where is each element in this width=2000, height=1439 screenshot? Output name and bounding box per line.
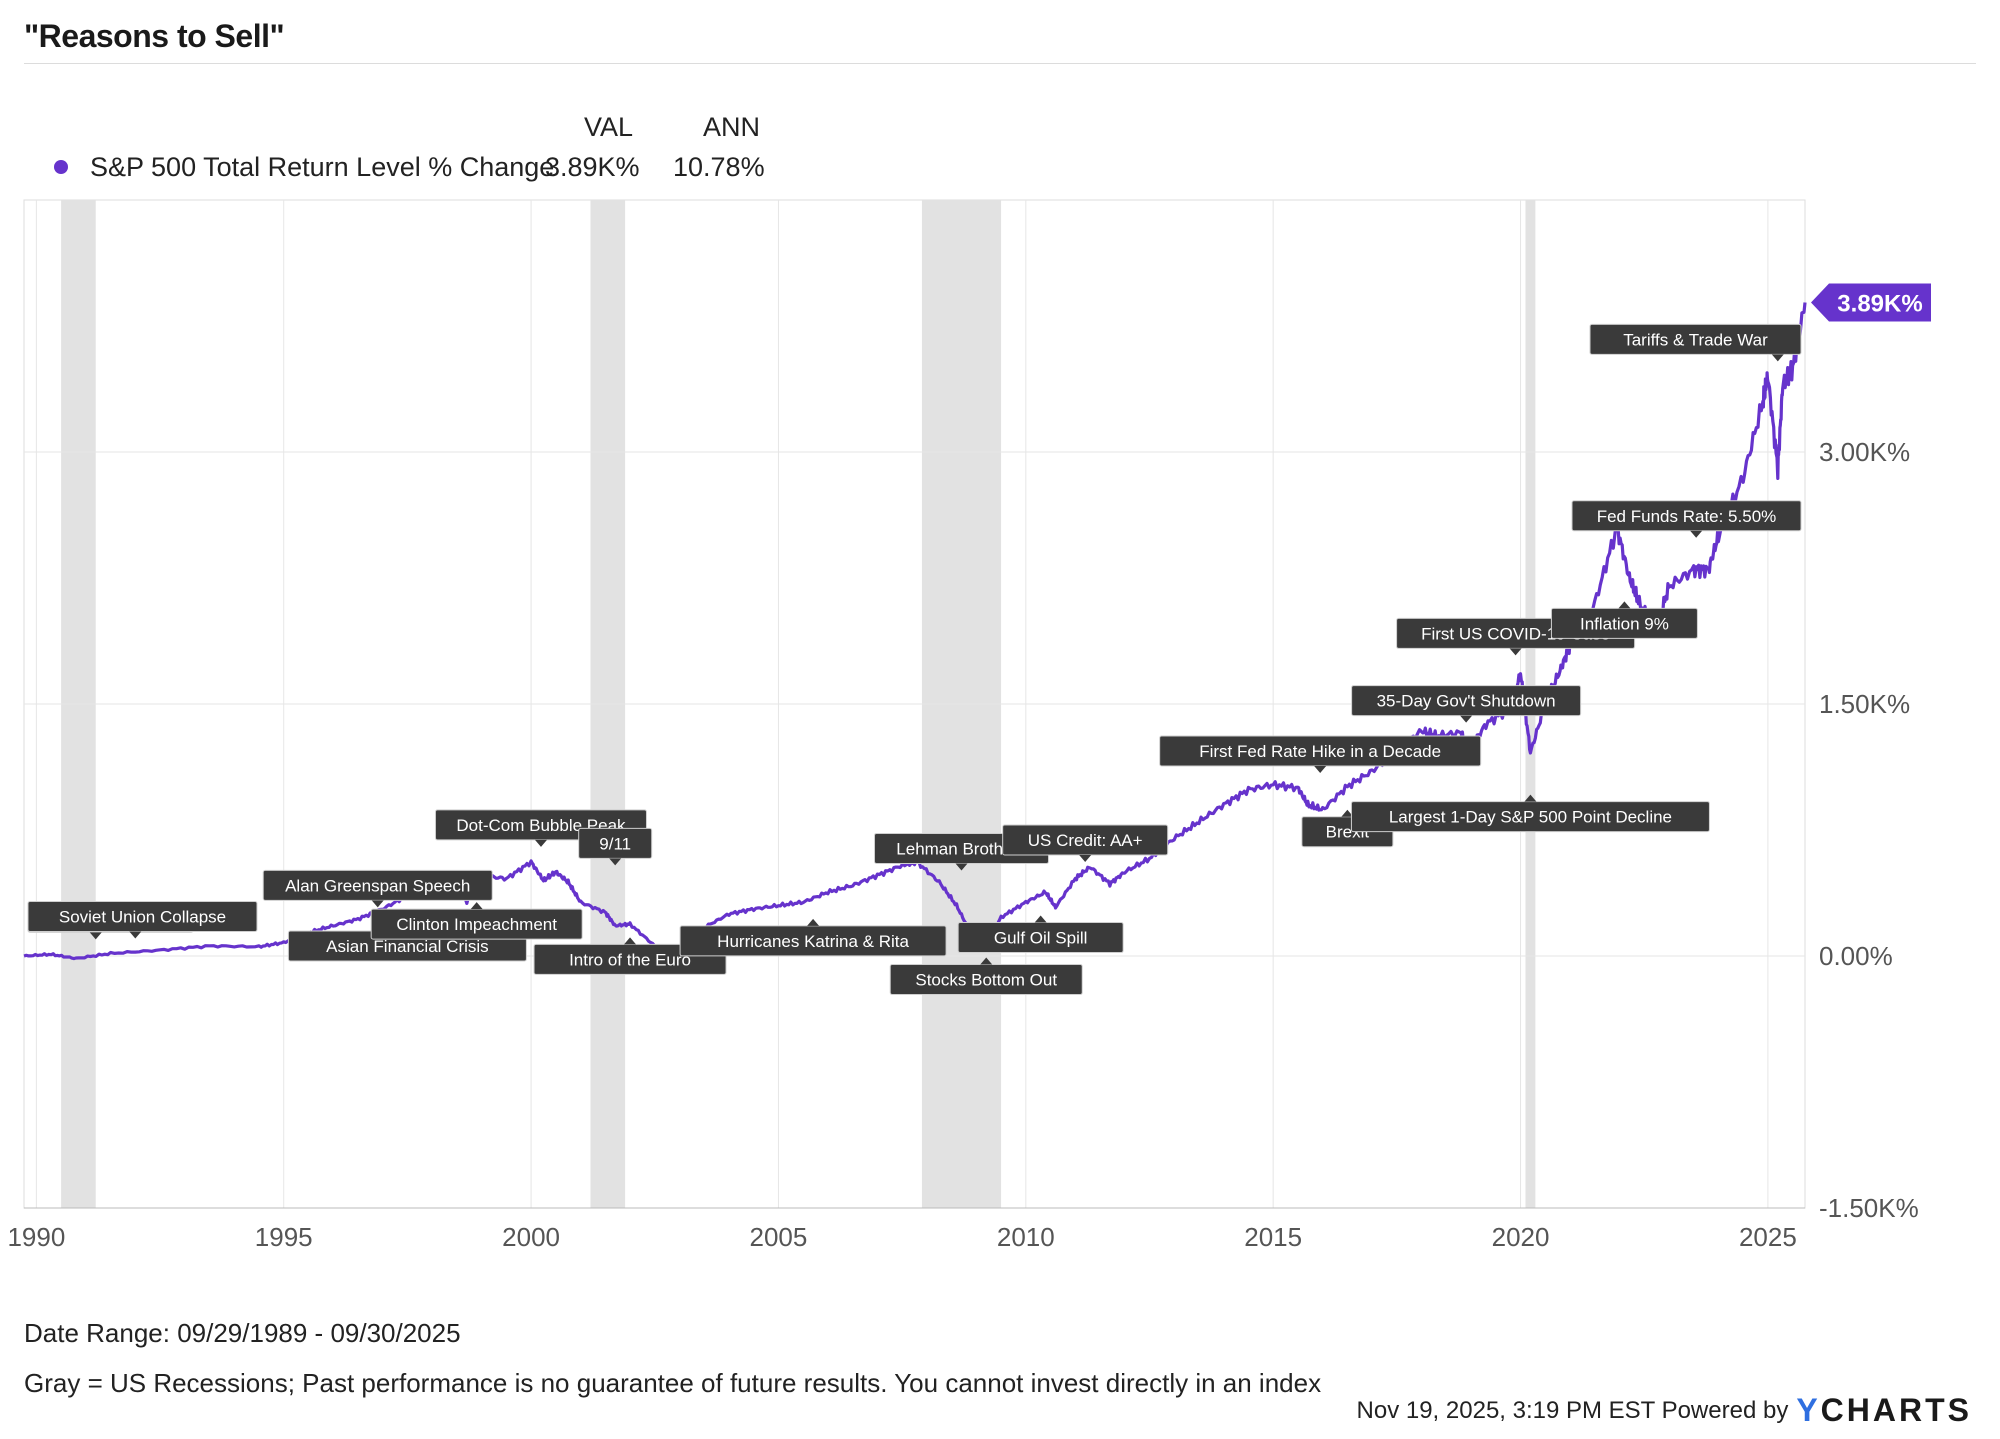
- date-range: Date Range: 09/29/1989 - 09/30/2025: [24, 1318, 461, 1348]
- annotation-label: US Credit: AA+: [1028, 831, 1143, 850]
- annotation-label: First Fed Rate Hike in a Decade: [1199, 742, 1441, 761]
- annotation-pointer: [1034, 915, 1047, 923]
- annotation-label: Largest 1-Day S&P 500 Point Decline: [1389, 808, 1672, 827]
- annotation-18: Inflation 9%: [1550, 601, 1698, 639]
- last-value-badge: [1811, 283, 1931, 322]
- annotation-pointer: [1524, 794, 1537, 802]
- annotation-20: Tariffs & Trade War: [1589, 323, 1802, 362]
- legend-series-ann: 10.78%: [673, 152, 765, 182]
- annotation-12: US Credit: AA+: [1002, 824, 1169, 863]
- annotation-10: Stocks Bottom Out: [889, 957, 1083, 996]
- annotation-pointer: [1509, 648, 1522, 656]
- annotation-pointer: [1079, 855, 1092, 863]
- annotation-7: Intro of the Euro: [533, 937, 727, 975]
- annotation-pointer: [980, 957, 993, 965]
- annotation-15: 35-Day Gov't Shutdown: [1351, 685, 1582, 723]
- annotation-pointer: [470, 902, 483, 910]
- annotation-box: [1571, 500, 1802, 532]
- annotation-label: Intro of the Euro: [569, 950, 691, 969]
- annotation-label: Clinton Impeachment: [396, 915, 557, 934]
- annotation-label: Inflation 9%: [1580, 614, 1669, 633]
- legend-series-label[interactable]: S&P 500 Total Return Level % Change: [90, 152, 555, 182]
- annotation-17: Largest 1-Day S&P 500 Point Decline: [1350, 794, 1710, 833]
- timestamp: Nov 19, 2025, 3:19 PM EST Powered by: [1356, 1396, 1789, 1424]
- x-tick-label-1: 1995: [255, 1222, 313, 1252]
- annotation-pointer: [129, 931, 142, 939]
- annotation-pointer: [955, 863, 968, 871]
- annotation-label: Lehman Brothers: [896, 839, 1026, 858]
- annotation-label: Asian Financial Crisis: [326, 937, 489, 956]
- x-tick-label-3: 2005: [750, 1222, 808, 1252]
- annotation-pointer: [624, 937, 637, 945]
- disclaimer-note: Gray = US Recessions; Past performance i…: [24, 1368, 1322, 1398]
- annotation-label: Gulf Oil Spill: [994, 929, 1088, 948]
- timestamp-brand: Nov 19, 2025, 3:19 PM EST Powered by YCH…: [1357, 1392, 1972, 1429]
- annotation-8: Hurricanes Katrina & Rita: [679, 918, 947, 957]
- annotation-box: [27, 900, 258, 932]
- last-value-flag: 3.89K%: [1811, 283, 1931, 322]
- x-tick-label-7: 2025: [1739, 1222, 1797, 1252]
- annotation-label: 35-Day Gov't Shutdown: [1377, 692, 1556, 711]
- legend-series-dot: [54, 160, 68, 174]
- title-divider: [24, 63, 1976, 64]
- y-tick-label-2: 1.50K%: [1819, 689, 1910, 719]
- brand-rest: CHARTS: [1820, 1392, 1972, 1428]
- annotation-pointer: [1341, 809, 1354, 817]
- x-tick-label-5: 2015: [1244, 1222, 1302, 1252]
- annotation-pointer: [1314, 766, 1327, 773]
- annotation-box: [1589, 323, 1802, 355]
- annotation-label: Tariffs & Trade War: [1623, 330, 1768, 349]
- annotation-label: Alan Greenspan Speech: [285, 876, 470, 895]
- annotation-19: Fed Funds Rate: 5.50%: [1571, 500, 1802, 538]
- annotation-label: Hurricanes Katrina & Rita: [717, 932, 909, 951]
- x-tick-label-4: 2010: [997, 1222, 1055, 1252]
- legend-series-val: 3.89K%: [545, 152, 640, 182]
- last-value-label: 3.89K%: [1837, 290, 1922, 317]
- annotation-label: 9/11: [599, 834, 631, 853]
- annotation-label: Stocks Bottom Out: [915, 971, 1057, 990]
- brand-y: Y: [1796, 1392, 1821, 1428]
- annotation-pointer: [89, 932, 102, 940]
- annotation-pointer: [371, 900, 384, 908]
- annotation-2: Alan Greenspan Speech: [262, 869, 493, 908]
- chart-title: "Reasons to Sell": [24, 18, 285, 54]
- annotation-4: Clinton Impeachment: [370, 902, 583, 940]
- annotation-13: First Fed Rate Hike in a Decade: [1159, 735, 1482, 773]
- annotation-pointer: [1771, 354, 1784, 362]
- x-tick-label-2: 2000: [502, 1222, 560, 1252]
- annotation-pointer: [609, 858, 622, 866]
- annotation-1: Soviet Union Collapse: [27, 900, 258, 939]
- annotation-pointer: [1460, 715, 1473, 723]
- y-tick-label-0: -1.50K%: [1819, 1193, 1919, 1223]
- annotation-label: Fed Funds Rate: 5.50%: [1597, 507, 1777, 526]
- y-tick-label-3: 3.00K%: [1819, 437, 1910, 467]
- x-tick-label-6: 2020: [1492, 1222, 1550, 1252]
- annotation-pointer: [534, 839, 547, 847]
- annotation-pointer: [807, 918, 820, 926]
- legend-col-ann: ANN: [703, 112, 761, 142]
- ycharts-logo[interactable]: YCHARTS: [1796, 1392, 1972, 1429]
- annotation-pointer: [1618, 601, 1631, 609]
- annotation-label: Soviet Union Collapse: [59, 907, 226, 926]
- annotation-pointer: [1690, 530, 1703, 538]
- annotation-6: 9/11: [578, 827, 653, 866]
- annotation-11: Gulf Oil Spill: [957, 915, 1124, 954]
- legend-col-val: VAL: [584, 112, 634, 142]
- x-tick-label-0: 1990: [7, 1222, 65, 1252]
- y-tick-label-1: 0.00%: [1819, 941, 1893, 971]
